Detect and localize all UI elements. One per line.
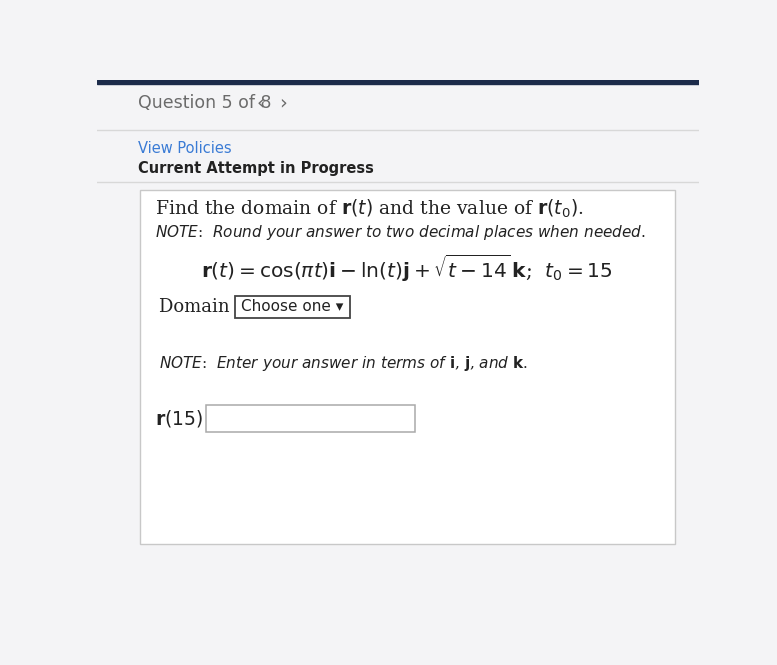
- Text: Question 5 of 8: Question 5 of 8: [138, 94, 272, 112]
- Text: Find the domain of $\mathbf{r}(t)$ and the value of $\mathbf{r}(t_0)$.: Find the domain of $\mathbf{r}(t)$ and t…: [155, 198, 584, 220]
- Text: ‹: ‹: [256, 93, 263, 112]
- Bar: [97, 84, 699, 130]
- Text: $\mathbf{r}(t) = \mathrm{cos}(\pi t)\mathbf{i} - \mathrm{ln}(t)\mathbf{j} + \sqr: $\mathbf{r}(t) = \mathrm{cos}(\pi t)\mat…: [201, 253, 613, 284]
- Text: View Policies: View Policies: [138, 141, 232, 156]
- Text: Domain is:: Domain is:: [159, 298, 256, 316]
- FancyBboxPatch shape: [235, 296, 350, 318]
- FancyBboxPatch shape: [140, 190, 674, 544]
- Bar: [97, 80, 699, 84]
- FancyBboxPatch shape: [206, 405, 415, 432]
- Text: $\mathit{NOTE}$:  $\mathit{Round\ your\ answer\ to\ two\ decimal\ places\ when\ : $\mathit{NOTE}$: $\mathit{Round\ your\ a…: [155, 223, 646, 242]
- Text: $\mathit{NOTE}$:  $\mathit{Enter\ your\ answer\ in\ terms\ of}$ $\mathbf{i}$, $\: $\mathit{NOTE}$: $\mathit{Enter\ your\ a…: [159, 354, 528, 374]
- Text: Current Attempt in Progress: Current Attempt in Progress: [138, 161, 374, 176]
- Text: Choose one ▾: Choose one ▾: [241, 299, 343, 315]
- Text: ›: ›: [279, 93, 287, 112]
- Text: $\mathbf{r}(15) =$: $\mathbf{r}(15) =$: [155, 408, 222, 429]
